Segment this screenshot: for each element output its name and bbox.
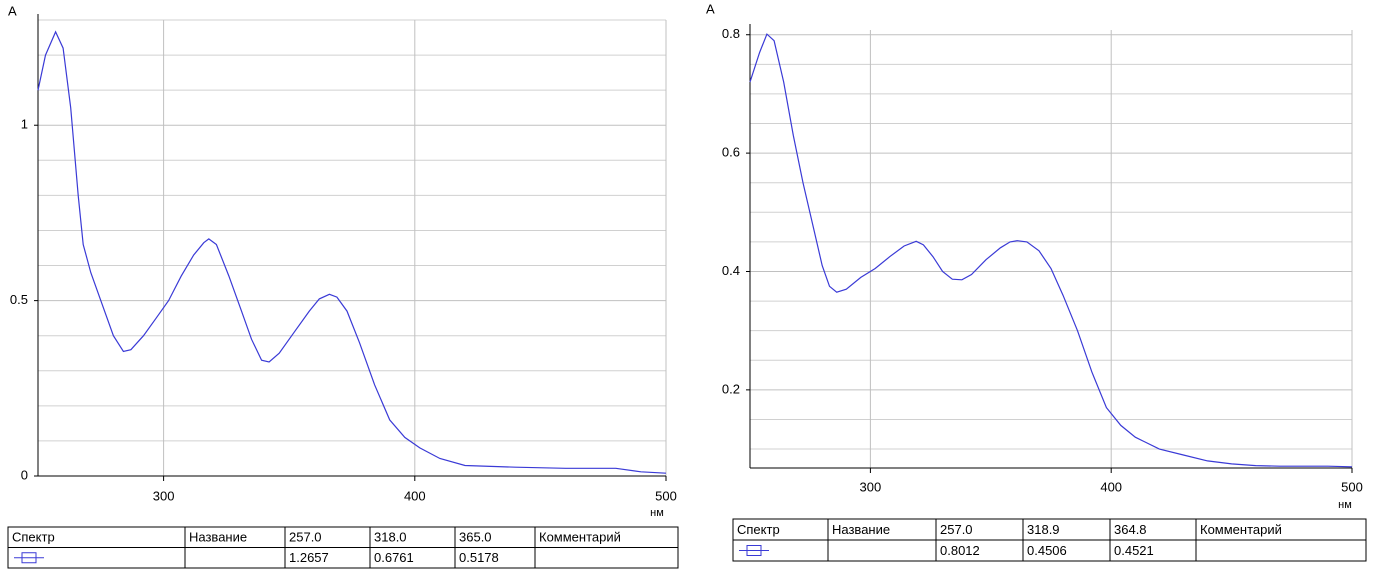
x-axis-label: нм [650,507,664,519]
table-header-cell: Спектр [737,522,780,537]
x-tick-label: 500 [655,488,677,503]
table-header-cell: Комментарий [1200,522,1282,537]
x-tick-label: 500 [1341,479,1363,494]
table-header-cell: 318.9 [1027,522,1060,537]
legend-swatch [746,545,762,556]
table-value-cell: 0.8012 [940,543,980,558]
y-tick-label: 0.5 [10,292,28,307]
table-header-cell: 365.0 [459,530,492,545]
y-tick-label: 0.6 [722,145,740,160]
spectrum-line [749,33,1353,468]
x-tick-label: 300 [860,479,882,494]
table-value-cell: 0.6761 [374,550,414,565]
table-value-cell: 0.4521 [1114,543,1154,558]
table-header-cell: Название [832,522,890,537]
table-value-cell: 1.2657 [289,550,329,565]
table-value-cell: 0.4506 [1027,543,1067,558]
x-tick-label: 400 [404,488,426,503]
table-header-cell: 257.0 [940,522,973,537]
x-axis-label: нм [1338,499,1352,511]
legend-swatch [21,552,37,564]
y-axis-label: A [706,1,715,16]
x-tick-label: 300 [153,488,175,503]
table-header-cell: 364.8 [1114,522,1147,537]
x-tick-label: 400 [1100,479,1122,494]
y-tick-label: 0.2 [722,381,740,396]
table-header-cell: 318.0 [374,530,407,545]
table-value-cell: 0.5178 [459,550,499,565]
table-header-cell: Спектр [12,530,55,545]
y-tick-label: 1 [21,117,28,132]
y-tick-label: 0.8 [722,26,740,41]
y-axis-label: A [8,3,17,18]
spectrum-line [37,30,667,474]
y-tick-label: 0 [21,467,28,482]
table-header-cell: Комментарий [539,530,621,545]
y-tick-label: 0.4 [722,263,740,278]
table-header-cell: Название [189,530,247,545]
table-header-cell: 257.0 [289,530,322,545]
